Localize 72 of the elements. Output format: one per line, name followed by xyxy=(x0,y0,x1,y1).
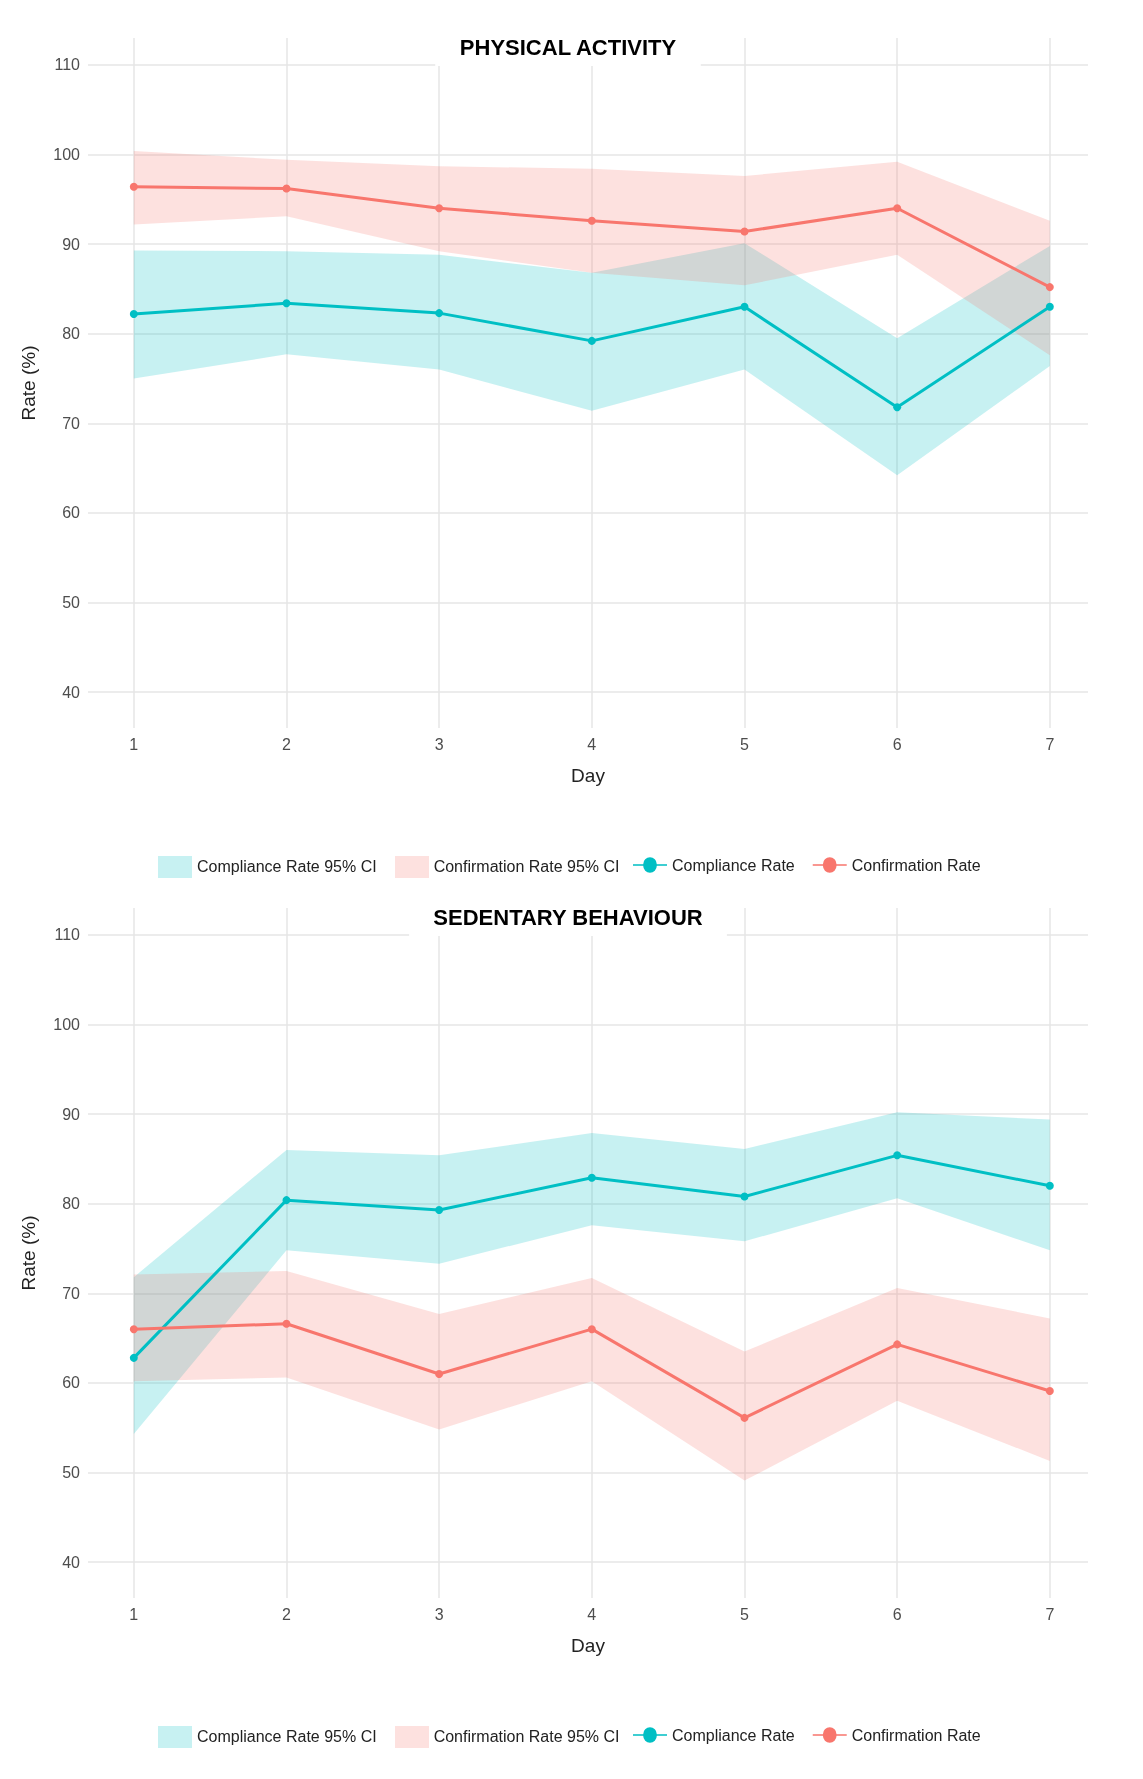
legend-label: Confirmation Rate xyxy=(851,856,981,874)
x-tick-label: 1 xyxy=(129,1605,139,1623)
y-tick-label: 50 xyxy=(62,594,81,612)
x-tick-label: 2 xyxy=(282,735,292,753)
x-tick-label: 1 xyxy=(129,735,139,753)
x-tick-label: 5 xyxy=(740,1605,750,1623)
y-axis-title: Rate (%) xyxy=(18,1215,39,1291)
x-tick-label: 5 xyxy=(740,735,750,753)
x-tick-label: 2 xyxy=(282,1605,292,1623)
x-tick-label: 6 xyxy=(892,1605,902,1623)
x-axis-title: Day xyxy=(571,1635,606,1656)
point xyxy=(893,1340,902,1349)
y-tick-label: 50 xyxy=(62,1464,81,1482)
y-tick-label: 80 xyxy=(62,1195,81,1213)
point xyxy=(587,1173,596,1182)
point xyxy=(435,1205,444,1214)
point xyxy=(129,1325,138,1334)
point xyxy=(435,204,444,213)
point xyxy=(282,184,291,193)
x-tick-label: 3 xyxy=(434,735,444,753)
text: Confirmation Rate 95% CI xyxy=(433,1728,620,1746)
y-tick-label: 100 xyxy=(53,145,81,163)
chart-title: SEDENTARY BEHAVIOUR xyxy=(433,904,703,930)
y-tick-label: 80 xyxy=(62,325,81,343)
x-tick-label: 6 xyxy=(892,735,902,753)
text: Confirmation Rate 95% CI xyxy=(433,858,620,876)
legend-label: Confirmation Rate xyxy=(851,1726,981,1744)
y-tick-label: 110 xyxy=(54,56,81,74)
point xyxy=(1045,283,1054,292)
legend-label: Compliance Rate xyxy=(672,856,795,874)
y-tick-label: 90 xyxy=(62,1105,81,1123)
point xyxy=(129,1353,138,1362)
point xyxy=(435,309,444,318)
y-tick-label: 70 xyxy=(62,414,81,432)
point xyxy=(893,1151,902,1160)
point xyxy=(282,1319,291,1328)
chart-title: PHYSICAL ACTIVITY xyxy=(459,34,677,60)
point xyxy=(1045,1387,1054,1395)
point xyxy=(282,1196,291,1205)
point xyxy=(740,227,749,236)
x-axis-title: Day xyxy=(571,765,606,786)
legend-label: Compliance Rate xyxy=(672,1726,795,1744)
text: Compliance Rate 95% CI xyxy=(197,1728,377,1746)
y-tick-label: 100 xyxy=(53,1015,81,1033)
point xyxy=(740,1413,749,1422)
point xyxy=(740,302,749,311)
x-tick-label: 4 xyxy=(587,735,597,753)
point xyxy=(893,204,902,213)
y-tick-label: 70 xyxy=(62,1284,81,1302)
y-tick-label: 40 xyxy=(62,1553,81,1571)
point xyxy=(282,299,291,308)
point xyxy=(740,1192,749,1201)
y-tick-label: 60 xyxy=(62,1374,81,1392)
y-tick-label: 60 xyxy=(62,504,81,522)
text: Compliance Rate 95% CI xyxy=(197,858,377,876)
point xyxy=(435,1369,444,1378)
y-tick-label: 40 xyxy=(62,683,81,701)
x-tick-label: 7 xyxy=(1045,1605,1055,1623)
point xyxy=(129,310,138,318)
point xyxy=(587,216,596,225)
point xyxy=(1045,1181,1054,1190)
y-axis-title: Rate (%) xyxy=(18,345,39,421)
point xyxy=(587,336,596,345)
point xyxy=(1045,302,1054,311)
point xyxy=(587,1325,596,1334)
y-tick-label: 90 xyxy=(62,235,81,253)
x-tick-label: 4 xyxy=(587,1605,597,1623)
x-tick-label: 7 xyxy=(1045,735,1055,753)
y-tick-label: 110 xyxy=(54,926,81,944)
point xyxy=(129,182,138,191)
x-tick-label: 3 xyxy=(434,1605,444,1623)
point xyxy=(893,403,902,412)
